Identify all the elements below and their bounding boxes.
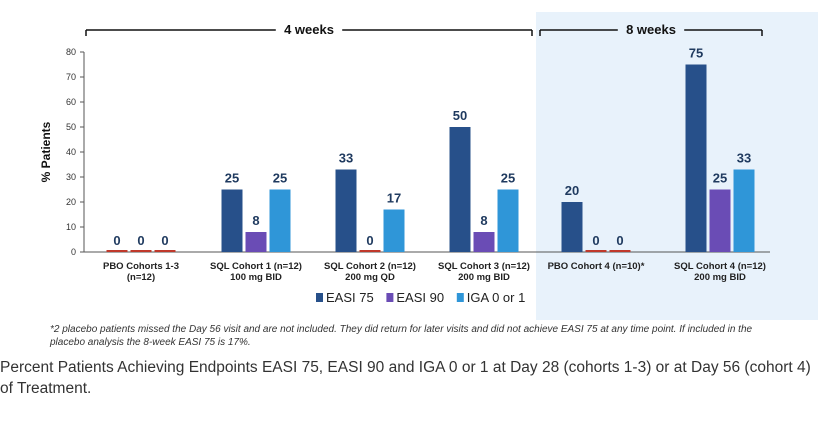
data-label: 25: [225, 171, 239, 186]
category-label: 200 mg BID: [458, 272, 510, 283]
bar: [709, 189, 731, 252]
y-tick-label: 10: [66, 222, 76, 232]
group-label: 4 weeks: [284, 22, 334, 37]
bar-zero: [609, 250, 631, 252]
bar: [733, 169, 755, 252]
y-tick-label: 0: [71, 247, 76, 257]
bar: [245, 232, 267, 252]
y-tick-label: 80: [66, 47, 76, 57]
data-label: 25: [273, 171, 287, 186]
legend-label: IGA 0 or 1: [467, 290, 526, 305]
bar: [449, 127, 471, 252]
y-tick-label: 40: [66, 147, 76, 157]
legend-swatch: [456, 293, 464, 302]
data-label: 0: [137, 233, 144, 248]
chart-area: 0 10 20 30 40 50 60 70 80% Patients 0 25 33 50 20 75 0 8…: [39, 12, 818, 320]
data-label: 0: [616, 233, 623, 248]
bar: [269, 189, 291, 252]
category-label: 200 mg QD: [345, 272, 395, 283]
category-label: (n=12): [127, 272, 155, 283]
category-label: PBO Cohorts 1-3: [103, 261, 179, 272]
group-label: 8 weeks: [626, 22, 676, 37]
bar-zero: [585, 250, 607, 252]
y-axis-label: % Patients: [39, 121, 53, 182]
data-label: 8: [252, 213, 259, 228]
category-label: SQL Cohort 1 (n=12): [210, 261, 302, 272]
category-label: 100 mg BID: [230, 272, 282, 283]
data-label: 17: [387, 191, 401, 206]
data-label: 20: [565, 183, 579, 198]
bar-zero: [130, 250, 152, 252]
data-label: 0: [161, 233, 168, 248]
category-label: 200 mg BID: [694, 272, 746, 283]
group-shade-1: [536, 12, 818, 320]
data-label: 50: [453, 108, 467, 123]
y-tick-label: 70: [66, 72, 76, 82]
y-tick-label: 30: [66, 172, 76, 182]
data-label: 0: [592, 233, 599, 248]
category-label: PBO Cohort 4 (n=10)*: [548, 261, 645, 272]
bar: [561, 202, 583, 252]
figure-caption: Percent Patients Achieving Endpoints EAS…: [0, 359, 811, 397]
legend-label: EASI 75: [326, 290, 374, 305]
legend-label: EASI 90: [396, 290, 444, 305]
y-tick-label: 60: [66, 97, 76, 107]
y-tick-label: 20: [66, 197, 76, 207]
bar: [497, 189, 519, 252]
bar: [383, 209, 405, 252]
bar: [473, 232, 495, 252]
bar-zero: [154, 250, 176, 252]
bar: [335, 169, 357, 252]
legend-swatch: [386, 293, 394, 302]
data-label: 75: [689, 46, 703, 61]
data-label: 8: [480, 213, 487, 228]
category-label: SQL Cohort 4 (n=12): [674, 261, 766, 272]
bar-zero: [359, 250, 381, 252]
data-label: 33: [339, 151, 353, 166]
category-label: SQL Cohort 2 (n=12): [324, 261, 416, 272]
data-label: 25: [501, 171, 515, 186]
bar: [685, 64, 707, 252]
legend-swatch: [316, 293, 323, 302]
data-label: 0: [113, 233, 120, 248]
bar-zero: [106, 250, 128, 252]
y-tick-label: 50: [66, 122, 76, 132]
data-label: 0: [366, 233, 373, 248]
bar: [221, 189, 243, 252]
data-label: 25: [713, 171, 727, 186]
chart-footnote: *2 placebo patients missed the Day 56 vi…: [50, 324, 753, 348]
data-label: 33: [737, 151, 751, 166]
category-label: SQL Cohort 3 (n=12): [438, 261, 530, 272]
